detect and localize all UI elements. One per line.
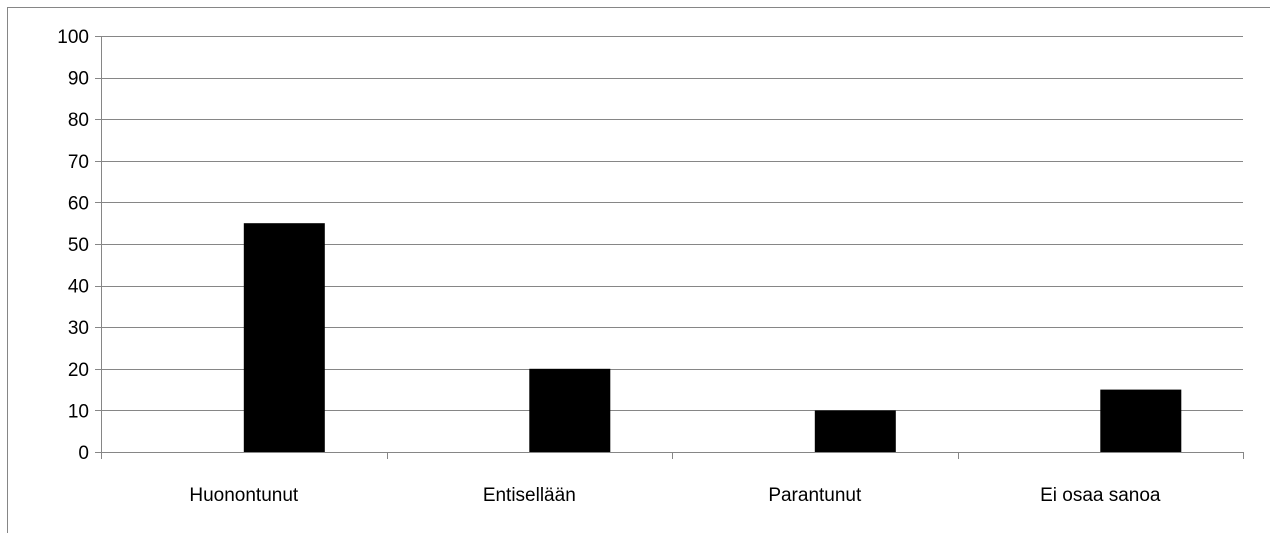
y-tick-label: 0 [78,443,89,464]
x-tick-labels: Huonontunut Entisellään Parantunut Ei osaa … [189,485,1161,506]
x-tick-label: Entisellään [483,485,576,506]
y-tick-label: 90 [68,69,89,90]
x-tick-label: Parantunut [768,485,862,506]
bar [814,410,896,452]
x-tick-label: Ei osaa sanoa [1040,485,1161,506]
x-tick-label: Huonontunut [189,485,299,506]
y-tick-label: 100 [57,27,89,48]
chart-border [7,7,1270,533]
y-tick-label: 40 [68,277,89,298]
bar [529,368,611,452]
bar [1100,389,1182,452]
y-tick-label: 80 [68,110,89,131]
y-tick-label: 20 [68,360,89,381]
y-tick-label: 60 [68,193,89,214]
y-tick-labels: 0 10 20 30 40 50 60 70 80 90 100 [57,27,89,464]
bar [243,223,325,452]
axes [95,36,1244,459]
y-tick-label: 30 [68,318,89,339]
y-tick-label: 10 [68,401,89,422]
y-tick-label: 50 [68,235,89,256]
y-tick-label: 70 [68,152,89,173]
bars [243,223,1182,452]
